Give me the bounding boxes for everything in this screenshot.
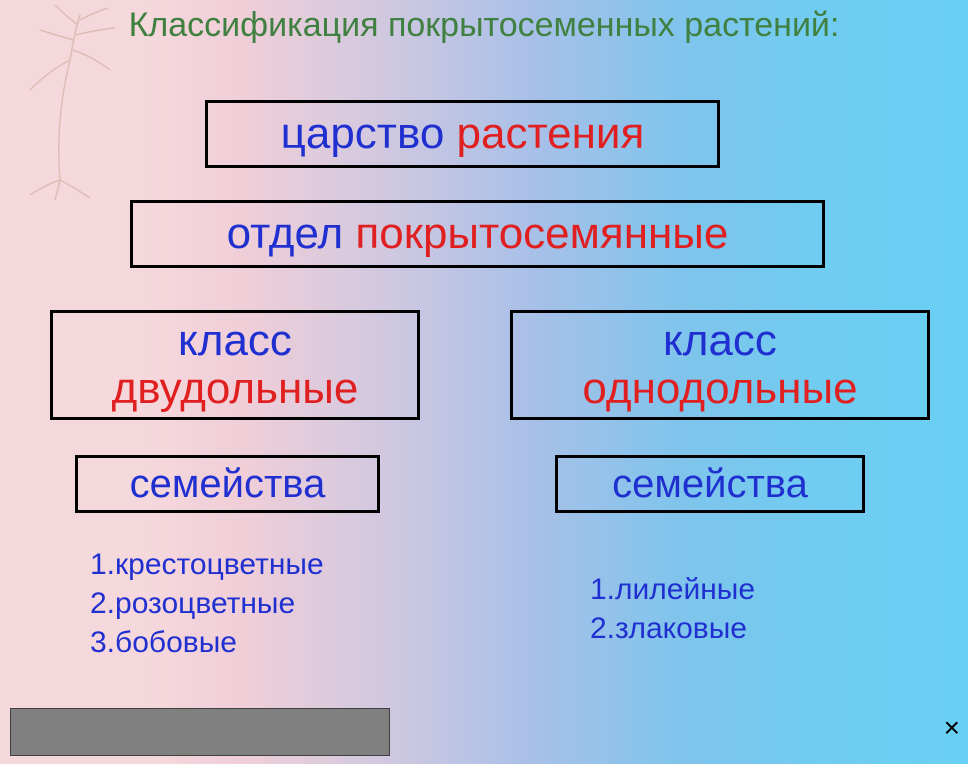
families-right-list: 1.лилейные 2.злаковые: [590, 570, 755, 648]
class-left-box: класс двудольные: [50, 310, 420, 420]
division-label: отдел: [227, 209, 344, 258]
list-item: 2.розоцветные: [90, 584, 324, 623]
family-left-box: семейства: [75, 455, 380, 513]
division-box: отдел покрытосемянные: [130, 200, 825, 268]
class-left-label: класс: [178, 317, 292, 365]
list-item: 3.бобовые: [90, 623, 324, 662]
list-item: 1.крестоцветные: [90, 545, 324, 584]
families-left-list: 1.крестоцветные 2.розоцветные 3.бобовые: [90, 545, 324, 662]
title-text: Классификация покрытосеменных растений:: [129, 6, 840, 44]
list-item: 1.лилейные: [590, 570, 755, 609]
class-right-value: однодольные: [582, 365, 857, 413]
kingdom-label: царство: [281, 109, 445, 158]
x-mark: ×: [944, 712, 960, 744]
family-left-label: семейства: [130, 462, 326, 507]
family-right-label: семейства: [612, 462, 808, 507]
division-value: покрытосемянные: [355, 209, 728, 258]
bottom-bar: [10, 708, 390, 756]
list-item: 2.злаковые: [590, 609, 755, 648]
kingdom-value: растения: [457, 109, 645, 158]
family-right-box: семейства: [555, 455, 865, 513]
slide-title: Классификация покрытосеменных растений:: [84, 5, 884, 46]
class-right-box: класс однодольные: [510, 310, 930, 420]
class-right-label: класс: [663, 317, 777, 365]
kingdom-box: царство растения: [205, 100, 720, 168]
class-left-value: двудольные: [112, 365, 359, 413]
